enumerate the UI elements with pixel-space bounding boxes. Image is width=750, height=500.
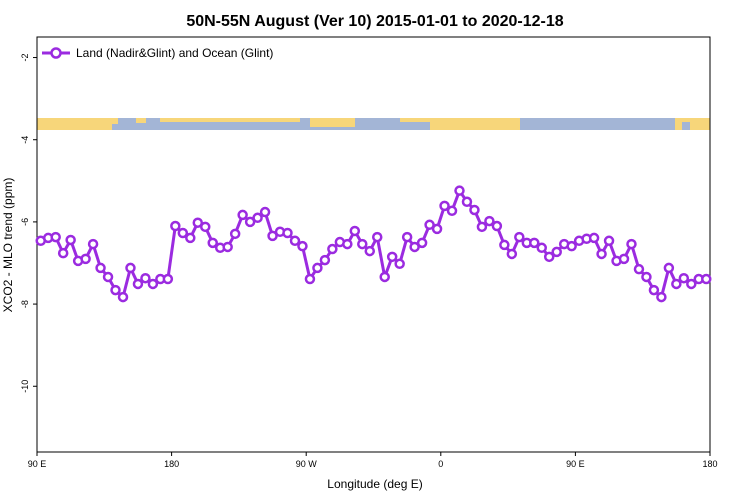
land-ocean-strip [37,118,710,130]
plot-frame [36,36,711,453]
data-point [95,262,106,274]
data-point [140,272,151,284]
x-tick-label: 0 [438,459,443,469]
data-point [401,231,413,243]
x-axis-label: Longitude (deg E) [327,477,422,491]
data-point [596,248,607,260]
data-point [200,221,211,233]
y-tick-label: -10 [20,380,30,393]
data-point [409,241,420,253]
y-axis-label: XCO2 - MLO trend (ppm) [1,178,15,313]
data-point [125,262,136,274]
data-point [656,291,667,303]
data-point [566,240,577,252]
data-point [162,273,174,285]
data-point [364,245,376,257]
data-point [551,246,562,258]
legend: Land (Nadir&Glint) and Ocean (Glint) [42,46,273,60]
data-point [222,241,233,253]
data-point [282,227,293,239]
data-point [499,239,510,251]
data-point [446,205,458,217]
data-point [626,238,637,250]
data-point [192,217,204,228]
data-point [349,225,361,237]
x-tick-label: 90 E [28,459,47,469]
data-point [185,232,196,244]
chart-title: 50N-55N August (Ver 10) 2015-01-01 to 20… [186,13,563,30]
data-point [394,258,405,270]
data-point [686,278,697,290]
data-point [237,209,248,221]
data-point [424,219,435,231]
data-point [663,262,675,274]
data-point [641,271,652,283]
data-point [342,238,353,250]
data-point [536,242,547,254]
data-point [701,273,712,285]
data-point [80,253,91,265]
data-point [357,238,368,250]
data-point [147,278,159,290]
y-tick-label: -8 [20,300,30,308]
data-point [110,284,121,296]
data-point [514,231,525,243]
data-point [491,220,503,232]
data-point [416,237,428,249]
data-point [588,232,600,244]
data-point [267,230,278,242]
data-point [312,262,323,274]
legend-label: Land (Nadir&Glint) and Ocean (Glint) [76,46,273,60]
data-point [177,227,189,239]
data-point [454,185,465,196]
data-point [229,228,241,240]
legend-marker [50,47,62,59]
data-point [65,234,76,246]
x-tick-label: 90 W [296,459,318,469]
data-point [371,231,383,243]
data-point [461,196,473,208]
x-tick-label: 180 [702,459,717,469]
data-point [50,231,61,243]
y-tick-label: -4 [20,136,30,144]
data-point [207,237,218,249]
data-point [170,220,181,232]
data-point [87,238,99,250]
data-point [671,278,682,290]
data-point [297,240,308,252]
data-point [506,248,518,260]
y-tick-label: -6 [20,218,30,226]
data-point [117,291,129,303]
data-point [319,254,331,266]
data-point [244,216,256,228]
y-tick-label: -2 [20,54,30,62]
data-point [57,247,69,259]
data-point [603,235,615,247]
data-point [386,251,398,263]
data-point [439,200,450,212]
data-point [289,235,301,247]
data-point [327,243,338,255]
data-point [379,271,390,283]
data-point [633,263,645,275]
data-point [304,273,316,285]
data-point [259,206,271,218]
data-point [543,251,555,263]
data-point [102,271,114,283]
x-tick-label: 90 E [566,459,585,469]
data-point [252,212,263,224]
data-point [678,272,690,284]
data-point [132,278,144,290]
data-point [476,221,488,233]
x-tick-label: 180 [164,459,179,469]
data-point [648,284,660,296]
data-point [484,215,495,227]
data-point [618,253,630,265]
data-point [431,223,443,235]
data-point [469,204,480,216]
data-point [529,237,540,249]
